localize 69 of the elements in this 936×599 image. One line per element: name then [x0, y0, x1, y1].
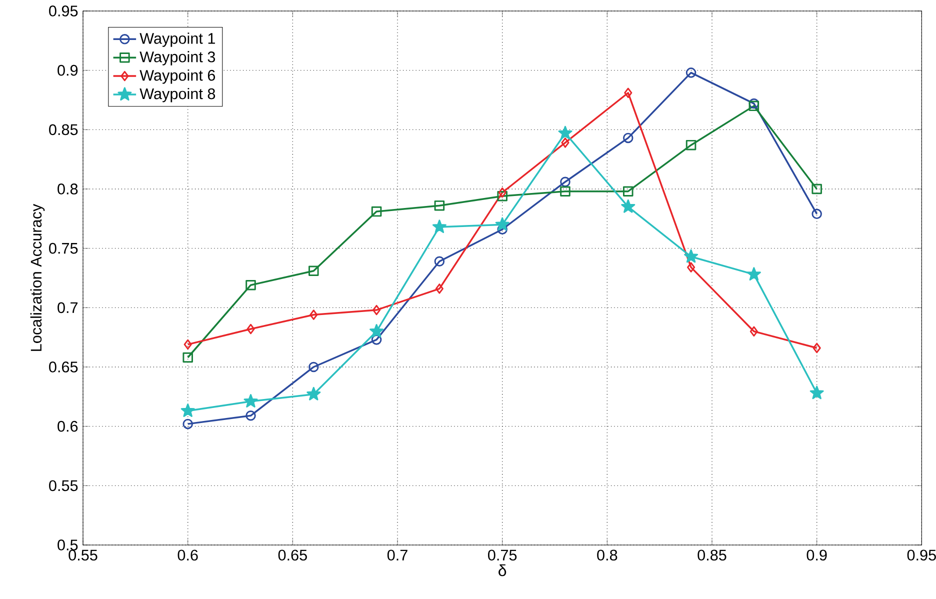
- point: [812, 208, 822, 220]
- x-tick-label: 0.9: [806, 550, 827, 561]
- point: [624, 88, 632, 98]
- point: [434, 256, 445, 267]
- point: [684, 249, 698, 263]
- point: [246, 324, 255, 334]
- point: [497, 224, 508, 234]
- point: [184, 339, 192, 350]
- point: [558, 126, 572, 140]
- y-tick-label: 0.85: [49, 124, 78, 136]
- point: [497, 190, 508, 202]
- point: [246, 280, 256, 290]
- point: [812, 184, 822, 194]
- point: [182, 418, 193, 430]
- point: [686, 68, 696, 78]
- x-tick-label: 0.55: [68, 550, 98, 561]
- point: [434, 200, 445, 211]
- x-tick-label: 0.85: [698, 550, 726, 561]
- point: [180, 404, 195, 417]
- y-tick-label: 0.6: [58, 420, 78, 432]
- y-tick-label: 0.5: [58, 540, 78, 550]
- point: [308, 362, 319, 372]
- x-tick-label: 0.95: [907, 550, 936, 561]
- y-tick-label: 0.9: [58, 64, 78, 76]
- legend-label: Waypoint 3: [140, 51, 216, 66]
- point: [621, 199, 636, 213]
- point: [812, 342, 821, 354]
- x-tick-label: 0.8: [597, 550, 618, 561]
- x-tick-label: 0.65: [278, 550, 307, 561]
- point: [308, 266, 319, 276]
- point: [371, 334, 382, 345]
- point: [435, 284, 444, 294]
- point: [623, 186, 634, 196]
- y-tick-label: 0.7: [58, 302, 78, 314]
- point: [686, 140, 696, 150]
- point: [495, 217, 510, 231]
- x-tick-label: 0.7: [387, 550, 408, 561]
- y-tick-label: 0.95: [49, 6, 78, 16]
- y-tick-label: 0.8: [58, 184, 78, 194]
- point: [244, 394, 258, 408]
- x-tick-label: 0.6: [178, 550, 198, 561]
- legend-label: Waypoint 1: [140, 32, 215, 47]
- point: [623, 132, 634, 144]
- point: [561, 138, 570, 148]
- point: [372, 304, 381, 316]
- point: [182, 352, 193, 363]
- point: [246, 410, 256, 421]
- point: [810, 386, 824, 400]
- point: [748, 100, 760, 112]
- point: [310, 310, 318, 320]
- point: [560, 186, 570, 196]
- point: [306, 386, 321, 400]
- point: [560, 176, 570, 188]
- point: [498, 187, 506, 198]
- y-axis-title: Localization Accuracy: [30, 204, 45, 351]
- point: [750, 326, 758, 337]
- legend-label: Waypoint 6: [140, 70, 216, 84]
- point: [370, 324, 384, 338]
- x-axis-title: δ: [498, 564, 506, 576]
- point: [746, 267, 761, 281]
- x-tick-label: 0.75: [488, 550, 517, 561]
- y-tick-label: 0.65: [49, 362, 78, 372]
- y-tick-label: 0.55: [49, 480, 78, 492]
- point: [371, 206, 382, 217]
- legend-label: Waypoint 8: [140, 88, 216, 102]
- point: [432, 220, 446, 234]
- point: [748, 98, 760, 109]
- point: [687, 262, 696, 272]
- y-tick-label: 0.75: [49, 242, 78, 254]
